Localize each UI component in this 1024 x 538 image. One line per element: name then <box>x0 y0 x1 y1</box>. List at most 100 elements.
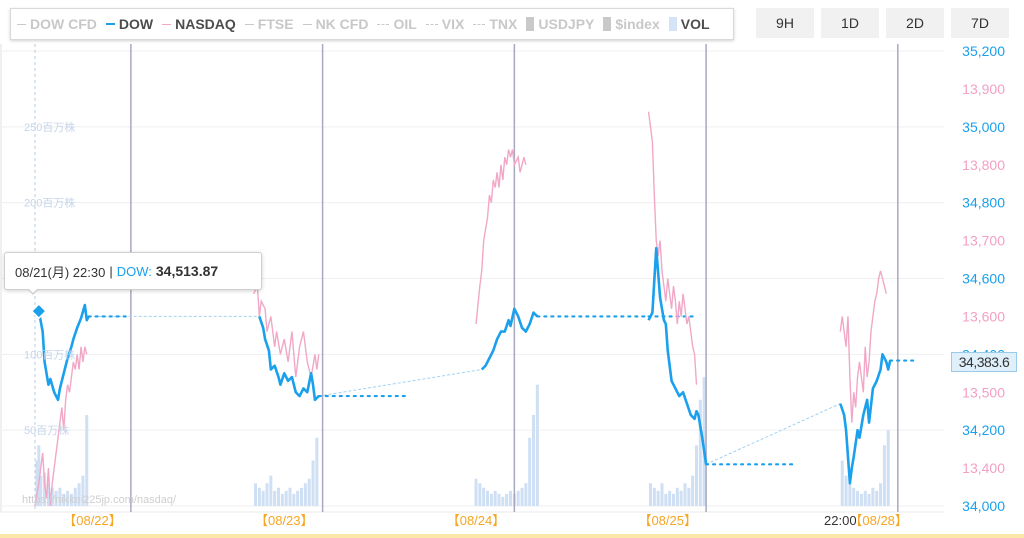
legend-item-dow[interactable]: DOW <box>105 16 154 32</box>
volume-bar <box>875 490 879 506</box>
volume-bar <box>879 483 883 506</box>
volume-bar <box>856 490 860 506</box>
range-7d-button[interactable]: 7D <box>951 8 1009 38</box>
volume-bar <box>486 490 490 506</box>
volume-bar <box>687 487 691 506</box>
legend-item-nasdaq[interactable]: NASDAQ <box>162 16 236 32</box>
volume-bar <box>73 487 77 506</box>
volume-bar <box>58 487 62 506</box>
volume-bar <box>307 478 311 506</box>
legend-label: FTSE <box>257 16 294 32</box>
volume-bar <box>69 493 73 506</box>
volume-bar <box>695 445 698 506</box>
range-1d-button[interactable]: 1D <box>821 8 879 38</box>
volume-bar <box>284 490 288 506</box>
overnight-link <box>318 369 482 397</box>
nasdaq-series-line <box>34 346 88 507</box>
y-axis-nasdaq-tick: 13,500 <box>962 384 1005 400</box>
y-axis-nasdaq-tick: 13,700 <box>962 233 1005 249</box>
volume-bar <box>497 493 501 506</box>
overnight-link <box>705 403 841 465</box>
legend-label: VOL <box>680 16 710 32</box>
volume-bar <box>81 475 85 506</box>
tooltip-value: 34,513.87 <box>155 263 219 279</box>
volume-bar <box>37 445 41 506</box>
legend-marker-icon <box>377 23 390 25</box>
volume-bar <box>859 493 863 506</box>
legend-marker-icon <box>603 17 612 31</box>
volume-bar <box>39 475 43 506</box>
volume-bar <box>288 487 292 506</box>
volume-bar <box>683 483 687 506</box>
watermark-url: https://nikkei225jp.com/nasdaq/ <box>22 494 177 506</box>
x-axis-label: 【08/25】 <box>638 513 697 528</box>
legend-marker-icon <box>425 23 438 25</box>
volume-bar <box>848 483 852 506</box>
legend-item-vix[interactable]: VIX <box>425 16 465 32</box>
range-2d-button[interactable]: 2D <box>886 8 944 38</box>
nasdaq-series-line <box>647 111 698 385</box>
volume-bar <box>277 487 281 506</box>
legend-item-dow-cfd[interactable]: DOW CFD <box>17 16 97 32</box>
legend-marker-icon <box>473 23 486 25</box>
dow-series-line <box>258 316 320 402</box>
y-axis-volume-tick: 50百万株 <box>24 423 69 437</box>
volume-bar <box>656 490 660 506</box>
hover-point-marker <box>30 303 47 320</box>
tooltip-separator: | <box>109 263 113 279</box>
legend-label: OIL <box>393 16 417 32</box>
volume-bar <box>516 490 520 506</box>
legend-marker-icon <box>105 23 115 25</box>
legend-label: DOW <box>118 16 154 32</box>
legend-marker-icon <box>244 23 254 25</box>
last-value-label: 34,383.6 <box>951 352 1017 372</box>
y-axis-dow-tick: 34,200 <box>962 422 1005 438</box>
y-axis-volume-tick: 200百万株 <box>24 196 75 210</box>
legend-item-index[interactable]: $index <box>603 16 660 32</box>
volume-bar <box>50 487 54 506</box>
y-axis-dow-tick: 35,200 <box>962 43 1005 59</box>
volume-bar <box>844 475 848 506</box>
legend-item-usdjpy[interactable]: USDJPY <box>526 16 594 32</box>
volume-bar <box>303 483 307 506</box>
y-axis-dow-tick: 34,000 <box>962 498 1005 514</box>
dow-series-line <box>647 246 708 465</box>
legend-item-vol[interactable]: VOL <box>668 16 710 32</box>
y-axis-nasdaq-tick: 13,800 <box>962 157 1005 173</box>
volume-bar <box>691 475 695 506</box>
y-axis-nasdaq-tick: 13,900 <box>962 81 1005 97</box>
x-axis-label: 【08/28】 <box>849 513 908 528</box>
tooltip-pointer <box>27 288 39 295</box>
volume-bar <box>675 487 679 506</box>
y-axis-nasdaq-tick: 13,600 <box>962 308 1005 324</box>
legend-marker-icon <box>162 23 172 25</box>
legend-label: NASDAQ <box>175 16 236 32</box>
volume-bar <box>882 445 886 506</box>
volume-bar <box>668 490 672 506</box>
series-legend: DOW CFD DOW NASDAQ FTSE NK CFD OIL VIX TNX USDJP… <box>10 8 734 40</box>
volume-bar <box>702 377 706 506</box>
volume-bar <box>66 490 70 506</box>
volume-bar <box>852 487 856 506</box>
legend-item-oil[interactable]: OIL <box>377 16 417 32</box>
legend-item-tnx[interactable]: TNX <box>473 16 517 32</box>
legend-label: TNX <box>489 16 518 32</box>
volume-bar <box>489 493 493 506</box>
volume-bar <box>698 399 702 506</box>
volume-bar <box>886 430 890 506</box>
volume-bar <box>254 483 257 506</box>
volume-bar <box>296 490 300 506</box>
legend-label: VIX <box>441 16 465 32</box>
range-9h-button[interactable]: 9H <box>756 8 814 38</box>
legend-label: DOW CFD <box>30 16 97 32</box>
dow-series-line <box>839 353 892 485</box>
volume-bar <box>46 483 50 506</box>
legend-marker-icon <box>668 17 677 31</box>
y-axis-dow-tick: 34,600 <box>962 271 1005 287</box>
legend-item-nk-cfd[interactable]: NK CFD <box>302 16 368 32</box>
volume-bar <box>664 493 668 506</box>
volume-bar <box>524 483 528 506</box>
volume-bar <box>261 490 265 506</box>
volume-bar <box>300 487 304 506</box>
legend-item-ftse[interactable]: FTSE <box>244 16 294 32</box>
